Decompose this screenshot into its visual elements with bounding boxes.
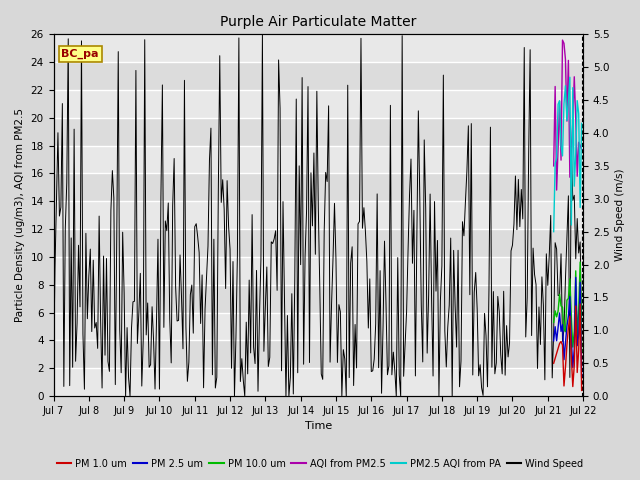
Bar — [54, 285, 583, 312]
Text: BC_pa: BC_pa — [61, 49, 99, 59]
X-axis label: Time: Time — [305, 421, 332, 432]
Bar — [54, 173, 583, 201]
Bar — [54, 340, 583, 368]
Legend: PM 1.0 um, PM 2.5 um, PM 10.0 um, AQI from PM2.5, PM2.5 AQI from PA, Wind Speed: PM 1.0 um, PM 2.5 um, PM 10.0 um, AQI fr… — [53, 455, 587, 473]
Bar — [54, 7, 583, 35]
Bar — [54, 62, 583, 90]
Y-axis label: Particle Density (ug/m3), AQI from PM2.5: Particle Density (ug/m3), AQI from PM2.5 — [15, 108, 25, 322]
Title: Purple Air Particulate Matter: Purple Air Particulate Matter — [220, 15, 417, 29]
Bar — [54, 118, 583, 145]
Bar — [54, 229, 583, 257]
Y-axis label: Wind Speed (m/s): Wind Speed (m/s) — [615, 169, 625, 262]
